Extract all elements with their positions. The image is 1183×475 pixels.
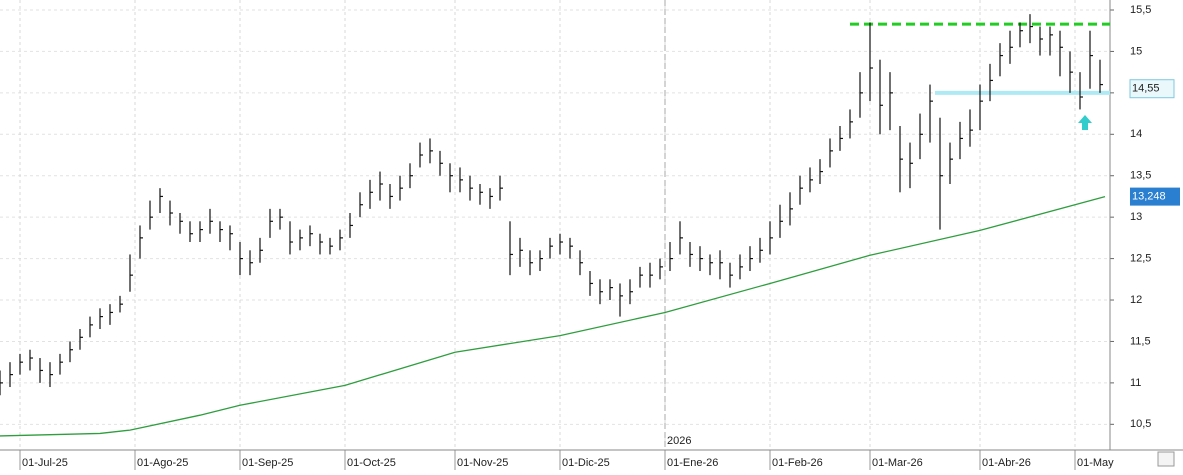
- support-band: [935, 90, 1110, 95]
- y-tick-label: 15: [1130, 45, 1142, 57]
- signal-arrow: [1078, 115, 1092, 130]
- y-tick-label: 13,5: [1130, 170, 1151, 182]
- last-price-box: [1129, 79, 1175, 99]
- y-tick-label: 12,5: [1130, 252, 1151, 264]
- x-tick-label: 01-Nov-25: [457, 457, 508, 469]
- x-tick-label: 01-May: [1077, 457, 1114, 469]
- x-tick-label: 01-Dic-25: [562, 457, 610, 469]
- y-tick-label: 14: [1130, 128, 1142, 140]
- x-tick-label: 01-Feb-26: [772, 457, 823, 469]
- y-tick-label: 13: [1130, 211, 1142, 223]
- last-price-label: 14,55: [1132, 83, 1160, 95]
- y-tick-label: 15,5: [1130, 4, 1151, 16]
- x-tick-label: 01-Abr-26: [982, 457, 1031, 469]
- year-label: 2026: [667, 435, 691, 447]
- ma-price-label: 13,248: [1132, 191, 1166, 203]
- x-tick-label: 01-Jul-25: [22, 457, 68, 469]
- moving-average: [0, 195, 1106, 437]
- x-tick-label: 01-Oct-25: [347, 457, 396, 469]
- x-tick-label: 01-Ago-25: [137, 457, 188, 469]
- y-tick-label: 10,5: [1130, 418, 1151, 430]
- x-tick-label: 01-Mar-26: [872, 457, 923, 469]
- y-tick-label: 12: [1130, 294, 1142, 306]
- y-tick-label: 11: [1130, 377, 1141, 389]
- y-tick-label: 11,5: [1130, 335, 1151, 347]
- x-tick-label: 01-Ene-26: [667, 457, 718, 469]
- x-tick-label: 01-Sep-25: [242, 457, 293, 469]
- corner-icon[interactable]: [1157, 451, 1175, 467]
- ma-price-box: [1130, 187, 1180, 206]
